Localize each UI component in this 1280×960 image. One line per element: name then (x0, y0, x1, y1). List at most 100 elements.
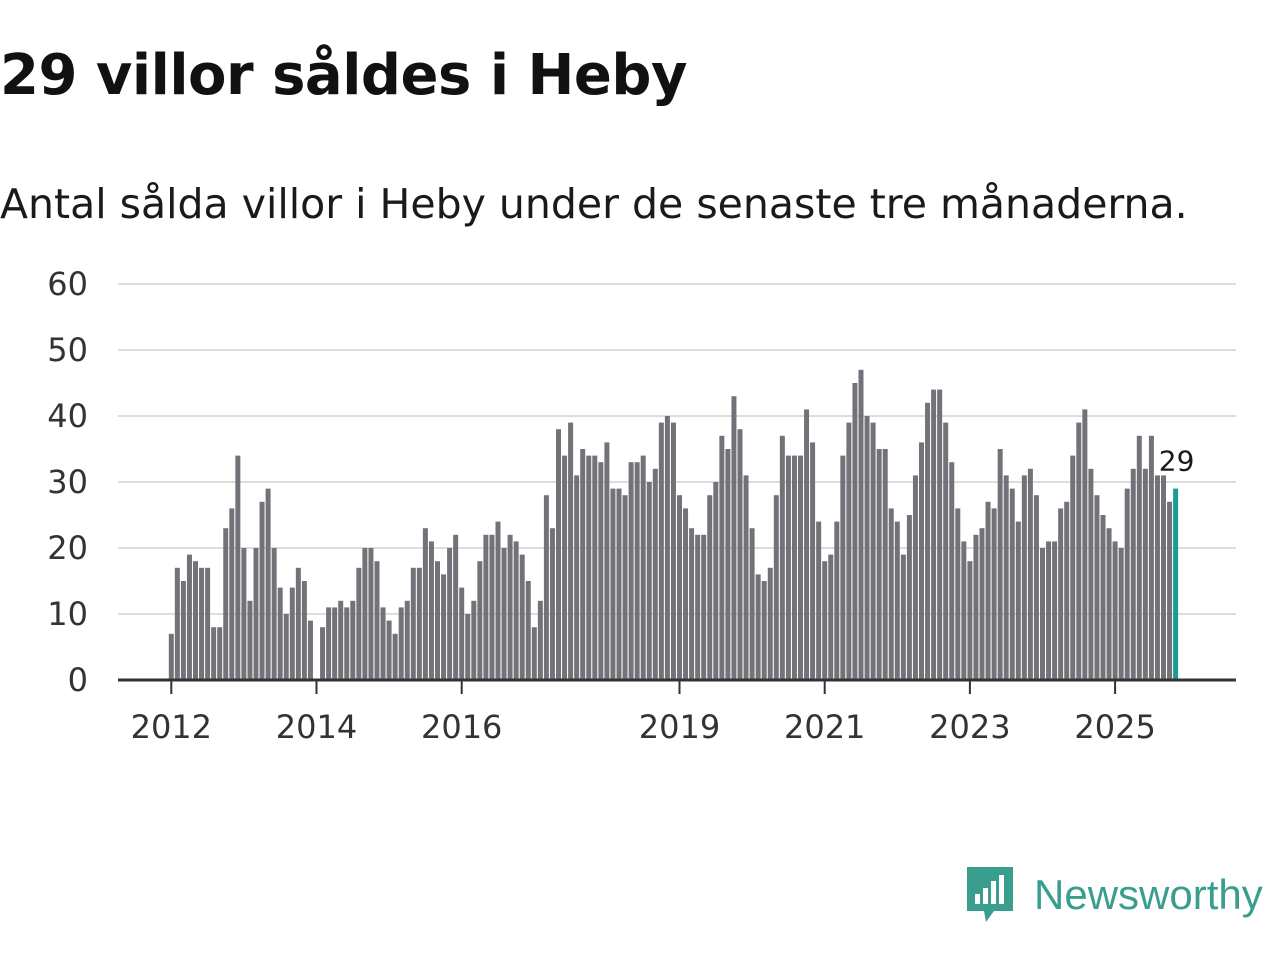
bar (1027, 468, 1033, 680)
bar (761, 581, 767, 680)
x-axis-tick-labels: 2012 2014 2016 2019 2021 2023 2025 (131, 680, 1156, 746)
bar (1009, 488, 1015, 680)
bar (779, 435, 785, 680)
bar (810, 442, 816, 680)
bar (368, 548, 374, 680)
bar (749, 528, 755, 680)
bar (453, 534, 459, 680)
bar (386, 620, 392, 680)
bar (483, 534, 489, 680)
bar (616, 488, 622, 680)
bar (773, 495, 779, 680)
bar (695, 534, 701, 680)
bar (211, 627, 217, 680)
bars (168, 369, 1179, 680)
bar (652, 468, 658, 680)
bar (277, 587, 283, 680)
bar (428, 541, 434, 680)
bar (168, 633, 174, 680)
bar (1052, 541, 1058, 680)
bar (435, 561, 440, 680)
bar (882, 449, 888, 680)
bar (943, 422, 949, 680)
bar (834, 521, 840, 680)
bar (937, 389, 943, 680)
x-tick-label: 2023 (929, 708, 1010, 746)
bar (513, 541, 519, 680)
newsworthy-logo: Newsworthy (964, 864, 1263, 926)
y-tick-label: 60 (47, 265, 88, 303)
bar (568, 422, 574, 680)
bar (798, 455, 803, 680)
bar (1106, 528, 1112, 680)
bar (719, 435, 725, 680)
bar (973, 534, 979, 680)
bar (610, 488, 616, 680)
bar (785, 455, 791, 680)
bar (900, 554, 906, 680)
bar (477, 561, 483, 680)
bar (852, 383, 858, 680)
bar (247, 600, 253, 680)
bar (888, 508, 894, 680)
bar (1118, 548, 1124, 680)
bar (1094, 495, 1100, 680)
bar (501, 548, 507, 680)
bar (1070, 455, 1076, 680)
bar (997, 449, 1003, 680)
bar (392, 633, 398, 680)
x-tick-label: 2016 (421, 708, 502, 746)
bar (1076, 422, 1082, 680)
bar (289, 587, 295, 680)
bar (1015, 521, 1021, 680)
bar (1154, 475, 1160, 680)
bar (580, 449, 586, 680)
bar (362, 548, 368, 680)
bar (737, 429, 743, 680)
bar (1033, 495, 1039, 680)
bar (743, 475, 749, 680)
bar (223, 528, 229, 680)
bar (556, 429, 561, 680)
bar (725, 449, 731, 680)
bar (374, 561, 380, 680)
bar (416, 567, 422, 680)
y-tick-label: 0 (68, 661, 88, 699)
bar (380, 607, 386, 680)
y-tick-label: 30 (47, 463, 88, 501)
bar (350, 600, 356, 680)
bar (543, 495, 549, 680)
bar (471, 600, 477, 680)
bar (1112, 541, 1118, 680)
bar (217, 627, 223, 680)
bar (755, 574, 761, 680)
y-tick-label: 20 (47, 529, 88, 567)
bar (955, 508, 961, 680)
bar (713, 482, 719, 680)
bar (1130, 468, 1136, 680)
bar (1064, 501, 1070, 680)
bar (307, 620, 313, 680)
brand-name: Newsworthy (1034, 871, 1263, 918)
bar (870, 422, 876, 680)
bar (1058, 508, 1064, 680)
bar (931, 389, 937, 680)
bar (864, 416, 870, 680)
bar (1148, 435, 1154, 680)
y-tick-label: 10 (47, 595, 88, 633)
bar (410, 567, 416, 680)
bar (858, 369, 864, 680)
bar (949, 462, 955, 680)
data-labels: 29 (1159, 445, 1195, 478)
x-tick-label: 2014 (276, 708, 357, 746)
bar (259, 501, 265, 680)
bar (731, 396, 737, 680)
bar (1167, 501, 1173, 680)
bar (925, 402, 931, 680)
bar (664, 416, 670, 680)
bar (804, 409, 810, 680)
bar (906, 515, 912, 680)
bar (961, 541, 967, 680)
bar (640, 455, 646, 680)
bar (574, 475, 580, 680)
